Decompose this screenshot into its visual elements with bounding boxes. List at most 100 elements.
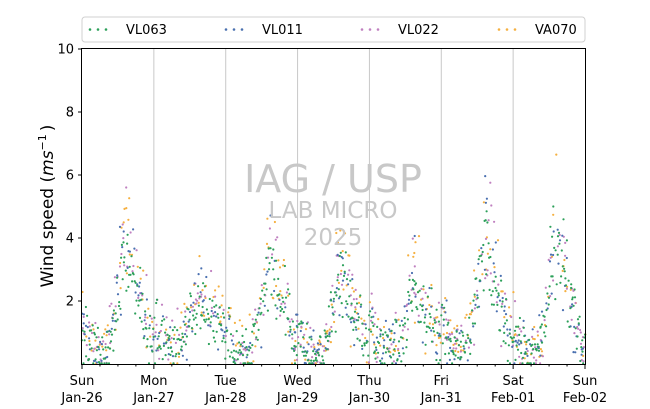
data-point [404, 322, 407, 325]
data-point [476, 296, 479, 299]
data-point [344, 306, 347, 309]
data-point [236, 342, 239, 345]
data-point [223, 330, 226, 334]
data-point [451, 362, 454, 365]
data-point [225, 326, 228, 329]
data-point [550, 292, 553, 295]
data-point [282, 300, 285, 303]
data-point [357, 327, 360, 330]
data-point [428, 303, 431, 307]
data-point [322, 362, 325, 365]
data-point [113, 328, 116, 331]
data-point [563, 270, 566, 273]
data-point [359, 294, 362, 297]
data-point [140, 298, 143, 301]
data-point [460, 324, 463, 327]
data-point [252, 332, 255, 335]
data-point [336, 253, 339, 256]
data-point [286, 282, 289, 285]
data-point [176, 362, 179, 365]
data-point [90, 329, 93, 332]
data-point [127, 285, 130, 288]
data-point [526, 354, 529, 357]
data-point [290, 318, 293, 321]
data-point [106, 355, 109, 359]
data-point [531, 343, 534, 346]
data-point [287, 288, 290, 291]
data-point [258, 307, 261, 310]
data-point [326, 339, 329, 342]
data-point [374, 346, 378, 349]
data-point [122, 241, 125, 244]
data-point [379, 333, 382, 336]
data-point [405, 346, 408, 349]
data-point [561, 309, 565, 312]
data-point [468, 316, 471, 319]
data-point [571, 303, 574, 306]
data-point [482, 289, 485, 292]
data-point [273, 220, 276, 224]
data-point [131, 270, 134, 273]
data-point [200, 293, 203, 296]
data-point [572, 304, 575, 307]
y-axis-label: Wind speed (ms−1) [36, 125, 58, 288]
data-point [347, 283, 350, 286]
data-point [296, 319, 299, 323]
data-point [222, 308, 225, 311]
data-point [561, 265, 564, 268]
data-point [485, 197, 488, 200]
data-point [502, 325, 505, 328]
data-point [295, 358, 299, 361]
data-point [231, 356, 234, 359]
data-point [512, 291, 515, 294]
data-point [202, 282, 205, 285]
data-point [556, 253, 559, 256]
data-point [123, 207, 126, 210]
data-point [275, 284, 278, 288]
data-point [272, 297, 275, 300]
data-point [361, 322, 364, 325]
data-point [266, 270, 269, 273]
data-point [248, 349, 251, 352]
data-point [330, 325, 333, 329]
data-point [555, 283, 558, 286]
data-point [319, 341, 322, 344]
data-point [472, 299, 475, 302]
data-point [495, 301, 498, 304]
data-point [435, 358, 438, 362]
data-point [525, 347, 528, 350]
data-point [183, 302, 186, 305]
data-point [539, 348, 543, 351]
data-point [333, 320, 336, 324]
data-point [93, 333, 96, 336]
data-point [139, 277, 142, 280]
data-point [130, 255, 133, 258]
data-point [269, 247, 272, 250]
data-point [287, 294, 290, 297]
data-point [112, 313, 115, 316]
data-point [570, 318, 573, 321]
data-point [454, 349, 457, 353]
data-point [546, 292, 549, 295]
data-point [241, 354, 245, 357]
legend-label-VL011: VL011 [262, 23, 303, 38]
data-point [393, 349, 397, 353]
data-point [136, 284, 139, 287]
data-point [144, 310, 147, 313]
data-point [440, 306, 443, 309]
data-point [195, 312, 198, 315]
data-point [197, 301, 200, 304]
data-point [582, 360, 585, 363]
data-point [345, 278, 349, 281]
data-point [221, 329, 224, 332]
data-point [241, 334, 244, 337]
data-point [304, 350, 307, 353]
data-point [460, 356, 463, 359]
x-tick-day: Mon [140, 374, 167, 389]
data-point [236, 358, 239, 361]
data-point [576, 318, 580, 321]
data-point [95, 361, 98, 364]
data-point [128, 253, 131, 256]
data-point [300, 322, 304, 325]
data-point [242, 348, 245, 351]
